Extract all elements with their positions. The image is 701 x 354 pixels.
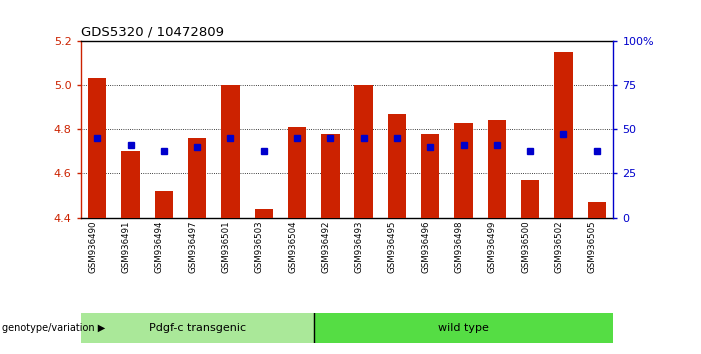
Text: GSM936494: GSM936494 bbox=[155, 221, 164, 273]
Text: GDS5320 / 10472809: GDS5320 / 10472809 bbox=[81, 25, 224, 38]
Bar bbox=[421, 134, 440, 218]
Bar bbox=[521, 180, 539, 218]
Bar bbox=[314, 313, 630, 343]
Text: GSM936497: GSM936497 bbox=[188, 221, 197, 273]
Bar bbox=[155, 191, 173, 218]
Bar bbox=[121, 152, 139, 218]
Text: GSM936495: GSM936495 bbox=[388, 221, 397, 273]
Bar bbox=[587, 202, 606, 218]
Text: GSM936496: GSM936496 bbox=[421, 221, 430, 273]
Text: GSM936504: GSM936504 bbox=[288, 221, 297, 273]
Bar bbox=[488, 120, 506, 218]
Bar bbox=[88, 78, 107, 218]
Text: GSM936500: GSM936500 bbox=[521, 221, 530, 273]
Bar bbox=[81, 313, 314, 343]
Text: GSM936499: GSM936499 bbox=[488, 221, 497, 273]
Bar bbox=[355, 85, 373, 218]
Bar bbox=[388, 114, 406, 218]
Bar bbox=[554, 52, 573, 218]
Text: GSM936492: GSM936492 bbox=[321, 221, 330, 273]
Bar bbox=[288, 127, 306, 218]
Text: GSM936498: GSM936498 bbox=[454, 221, 463, 273]
Text: GSM936503: GSM936503 bbox=[254, 221, 264, 273]
Text: GSM936490: GSM936490 bbox=[88, 221, 97, 273]
Text: Pdgf-c transgenic: Pdgf-c transgenic bbox=[149, 323, 246, 333]
Text: GSM936501: GSM936501 bbox=[222, 221, 231, 273]
Text: GSM936502: GSM936502 bbox=[554, 221, 564, 273]
Bar bbox=[222, 85, 240, 218]
Bar bbox=[254, 209, 273, 218]
Bar bbox=[188, 138, 206, 218]
Text: GSM936493: GSM936493 bbox=[355, 221, 364, 273]
Text: wild type: wild type bbox=[438, 323, 489, 333]
Text: GSM936491: GSM936491 bbox=[121, 221, 130, 273]
Text: genotype/variation ▶: genotype/variation ▶ bbox=[2, 323, 105, 333]
Bar bbox=[454, 122, 472, 218]
Bar bbox=[321, 134, 339, 218]
Text: GSM936505: GSM936505 bbox=[587, 221, 597, 273]
